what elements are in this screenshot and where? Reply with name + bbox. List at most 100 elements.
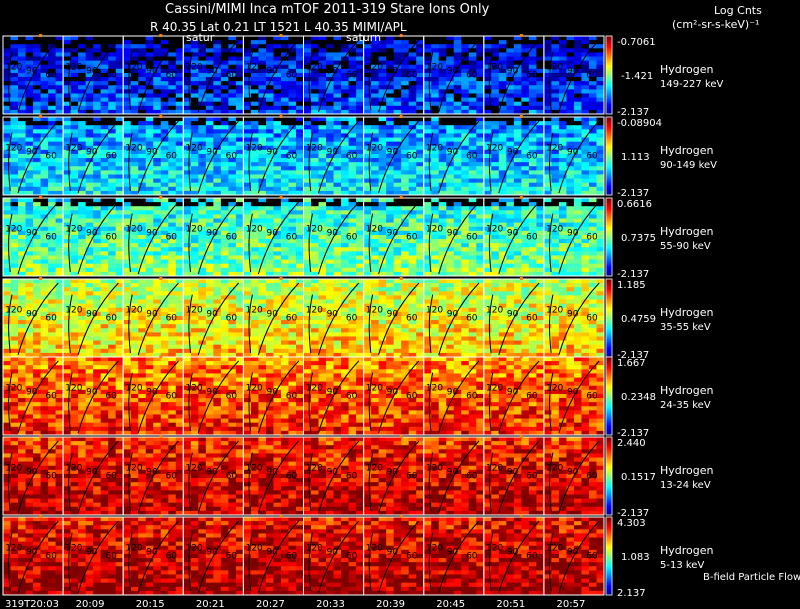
heatmap-cell — [250, 243, 259, 248]
heatmap-cell — [363, 60, 372, 66]
heatmap-cell — [453, 121, 462, 126]
heatmap-cell — [190, 137, 199, 143]
heatmap-cell — [318, 36, 327, 41]
heatmap-cell — [581, 230, 590, 236]
heatmap-cell — [18, 105, 26, 111]
heatmap-cell — [258, 222, 267, 228]
heatmap-cell — [228, 64, 237, 70]
heatmap-cell — [280, 72, 289, 78]
heatmap-cell — [453, 85, 462, 90]
heatmap-cell — [93, 182, 102, 188]
heatmap-cell — [220, 178, 229, 184]
heatmap-cell — [468, 158, 477, 163]
heatmap-cell — [25, 36, 34, 41]
heatmap-cell — [258, 141, 267, 147]
heatmap-cell — [183, 271, 192, 277]
heatmap-cell — [468, 210, 477, 215]
heatmap-cell — [356, 129, 364, 134]
heatmap-cell — [78, 271, 87, 277]
heatmap-cell — [401, 166, 410, 171]
heatmap-cell — [250, 72, 259, 78]
heatmap-cell — [228, 226, 237, 232]
heatmap-cell — [393, 271, 402, 277]
heatmap-cell — [258, 64, 267, 70]
heatmap-cell — [543, 230, 552, 236]
heatmap-cell — [123, 267, 132, 273]
heatmap-cell — [138, 105, 147, 111]
heatmap-cell — [250, 234, 259, 240]
heatmap-cell — [190, 158, 199, 163]
heatmap-cell — [393, 97, 402, 103]
heatmap-cell — [18, 190, 26, 196]
heatmap-cell — [168, 251, 177, 256]
heatmap-cell — [138, 89, 147, 94]
heatmap-cell — [138, 85, 147, 90]
heatmap-cell — [123, 158, 132, 163]
heatmap-cell — [483, 218, 492, 224]
heatmap-cell — [453, 214, 462, 219]
heatmap-cell — [63, 105, 72, 111]
heatmap-cell — [543, 149, 552, 155]
heatmap-cell — [303, 210, 312, 215]
heatmap-cell — [265, 133, 274, 138]
colorbar-segment — [606, 231, 612, 234]
heatmap-cell — [543, 259, 552, 265]
heatmap-cell — [40, 263, 49, 269]
heatmap-cell — [371, 153, 380, 159]
heatmap-cell — [468, 129, 477, 134]
heatmap-cell — [235, 141, 244, 147]
heatmap-cell — [558, 133, 567, 138]
heatmap-cell — [393, 137, 402, 143]
heatmap-cell — [453, 174, 462, 179]
heatmap-cell — [513, 141, 522, 147]
heatmap-cell — [3, 141, 11, 147]
heatmap-cell — [438, 153, 447, 159]
heatmap-cell — [341, 267, 349, 273]
heatmap-cell — [175, 44, 184, 49]
heatmap-cell — [3, 267, 11, 273]
heatmap-cell — [85, 40, 94, 45]
heatmap-cell — [498, 129, 507, 134]
heatmap-cell — [18, 64, 26, 70]
heatmap-cell — [581, 121, 590, 126]
heatmap-cell — [55, 97, 64, 103]
heatmap-cell — [363, 186, 372, 192]
contour-label: 90 — [447, 147, 459, 157]
heatmap-cell — [213, 234, 222, 240]
heatmap-cell — [175, 153, 184, 159]
heatmap-cell — [326, 64, 334, 70]
heatmap-cell — [551, 267, 560, 273]
heatmap-cell — [536, 89, 545, 94]
heatmap-cell — [408, 158, 417, 163]
heatmap-cell — [243, 89, 252, 94]
heatmap-cell — [491, 125, 500, 130]
heatmap-cell — [108, 243, 117, 248]
heatmap-cell — [566, 85, 575, 90]
heatmap-cell — [303, 230, 312, 236]
heatmap-cell — [311, 101, 319, 107]
heatmap-cell — [40, 81, 49, 86]
heatmap-cell — [10, 93, 19, 98]
heatmap-cell — [93, 190, 102, 196]
heatmap-cell — [536, 137, 545, 143]
heatmap-cell — [18, 166, 26, 171]
heatmap-cell — [273, 36, 282, 41]
heatmap-cell — [446, 97, 455, 103]
heatmap-cell — [551, 137, 560, 143]
heatmap-cell — [168, 77, 177, 82]
heatmap-cell — [348, 64, 357, 70]
heatmap-cell — [528, 263, 537, 269]
heatmap-cell — [190, 109, 199, 115]
heatmap-cell — [483, 48, 492, 53]
heatmap-cell — [280, 52, 289, 57]
heatmap-cell — [100, 60, 109, 66]
heatmap-cell — [138, 222, 147, 228]
heatmap-cell — [175, 210, 184, 215]
heatmap-cell — [243, 125, 252, 130]
heatmap-cell — [461, 214, 470, 219]
heatmap-cell — [416, 226, 425, 232]
heatmap-cell — [93, 121, 102, 126]
heatmap-cell — [70, 247, 79, 252]
heatmap-cell — [145, 40, 154, 45]
heatmap-cell — [506, 36, 515, 41]
